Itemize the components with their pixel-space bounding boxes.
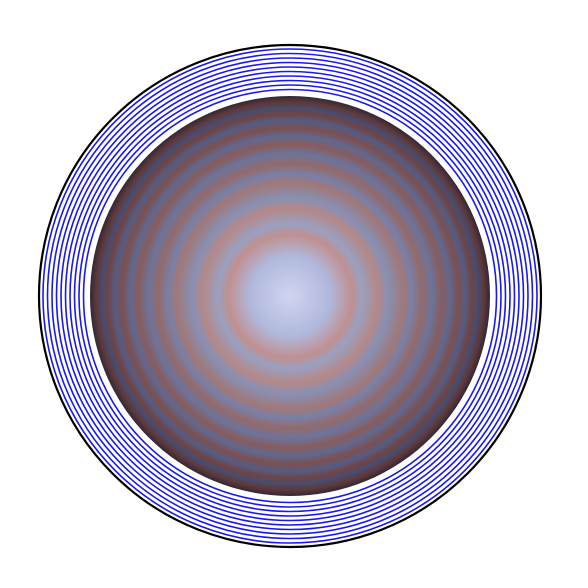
- concentric-diagram: [0, 0, 588, 588]
- inner-disk: [90, 96, 490, 496]
- diagram-layer: [0, 0, 588, 588]
